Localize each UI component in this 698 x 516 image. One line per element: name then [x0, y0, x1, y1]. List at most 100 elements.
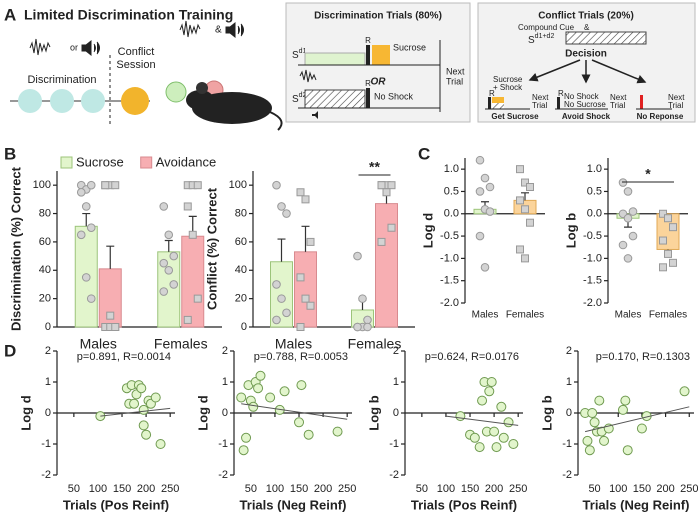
data-point	[620, 395, 631, 406]
data-point	[521, 178, 529, 187]
next-trial: Next	[446, 66, 465, 76]
x-axis-label: Trials (Neg Reinf)	[240, 497, 347, 512]
y-tick-label: -2.0	[440, 297, 459, 309]
x-tick-label: Females	[506, 310, 544, 321]
data-point	[272, 180, 281, 190]
y-tick-label: 80	[39, 207, 51, 219]
significance-label: **	[369, 159, 380, 175]
y-tick-label: -1.5	[583, 275, 602, 287]
data-point	[279, 386, 290, 397]
data-point	[508, 439, 519, 449]
data-point	[679, 386, 690, 397]
outcome-label: Avoid Shock	[562, 112, 611, 121]
cue-bar	[304, 89, 366, 109]
x-tick-label: 200	[485, 483, 503, 495]
x-tick-label: Females	[154, 336, 208, 352]
data-point	[664, 249, 672, 258]
x-tick-label: 100	[609, 483, 627, 495]
data-point	[353, 322, 362, 332]
data-point	[238, 445, 249, 456]
data-point	[169, 280, 179, 289]
x-tick-label: 200	[137, 483, 155, 495]
y-tick-label: -1	[41, 438, 51, 450]
y-tick-label: 2	[45, 345, 51, 357]
panel-label: A	[4, 5, 16, 24]
session-dot	[81, 89, 105, 113]
data-point	[496, 401, 507, 412]
y-tick-label: 1.0	[444, 163, 459, 175]
data-point	[81, 202, 91, 211]
y-tick-label: 1	[566, 376, 572, 388]
trend-line	[584, 406, 690, 433]
x-tick-label: Females	[348, 336, 402, 352]
data-point	[485, 182, 495, 192]
data-point	[193, 181, 202, 190]
data-point	[477, 395, 488, 406]
cue-sup: d1	[299, 48, 307, 55]
data-point	[76, 187, 86, 197]
y-tick-label: -2	[389, 469, 399, 481]
stats-annotation: p=0.624, R=0.0176	[425, 351, 519, 363]
outcome-label: Get Sucrose	[491, 112, 539, 121]
data-point	[136, 383, 147, 394]
outcome-label: No Reponse	[637, 112, 684, 121]
and-text: &	[215, 25, 222, 36]
x-tick-label: 150	[113, 483, 131, 495]
speaker-icon	[225, 21, 244, 39]
legend-label: Avoidance	[156, 154, 216, 169]
data-point	[516, 165, 524, 174]
data-point	[623, 187, 633, 196]
or-text: or	[70, 42, 78, 52]
data-point	[353, 251, 362, 261]
data-point	[622, 445, 633, 456]
data-point	[599, 435, 610, 446]
response-bar	[366, 88, 370, 108]
conflict-trials: Conflict Trials (20%) Compound Cue & Sd1…	[477, 2, 696, 123]
compound-cue: Compound Cue	[518, 23, 575, 32]
panel-label: C	[418, 144, 430, 163]
x-axis-label: Trials (Pos Reinf)	[411, 497, 517, 512]
data-point	[81, 273, 91, 282]
legend-swatch	[140, 156, 153, 169]
data-point	[486, 377, 497, 387]
data-point	[277, 294, 286, 303]
diagram-title: Limited Discrimination Training	[24, 7, 233, 23]
y-tick-label: 20	[235, 293, 247, 305]
data-point	[628, 207, 638, 216]
error-bar	[164, 239, 173, 252]
y-tick-label: -1	[389, 438, 399, 450]
data-point	[86, 180, 96, 190]
data-point	[363, 315, 372, 325]
cue-base: S	[292, 50, 299, 61]
cue-sup: d2	[299, 92, 307, 99]
data-point	[489, 426, 500, 437]
x-tick-label: 250	[338, 483, 356, 495]
next-trial: Trial	[532, 101, 547, 110]
data-point	[277, 202, 286, 211]
x-tick-label: 250	[509, 483, 527, 495]
data-point	[669, 223, 677, 232]
data-point	[474, 442, 485, 453]
x-tick-label: Males	[80, 336, 117, 352]
data-point	[159, 258, 169, 268]
data-point	[306, 301, 315, 310]
data-point	[363, 322, 372, 332]
error-bar	[106, 245, 115, 269]
x-tick-label: 150	[633, 483, 651, 495]
x-tick-label: Females	[649, 310, 687, 321]
y-tick-label: 0	[566, 407, 572, 419]
x-tick-label: Males	[472, 310, 499, 321]
conflict-label: Conflict	[118, 46, 155, 58]
data-point	[589, 417, 600, 428]
y-tick-label: 2	[393, 345, 399, 357]
y-axis-label: Log d	[18, 395, 33, 430]
data-point	[265, 392, 276, 403]
y-tick-label: -1.0	[440, 252, 459, 264]
data-point	[150, 392, 161, 403]
legend-label: Sucrose	[76, 154, 124, 169]
x-tick-label: 150	[290, 483, 308, 495]
data-point	[636, 423, 647, 434]
legend-swatch	[60, 156, 73, 169]
speaker-icon	[81, 39, 100, 57]
data-point	[623, 254, 633, 263]
